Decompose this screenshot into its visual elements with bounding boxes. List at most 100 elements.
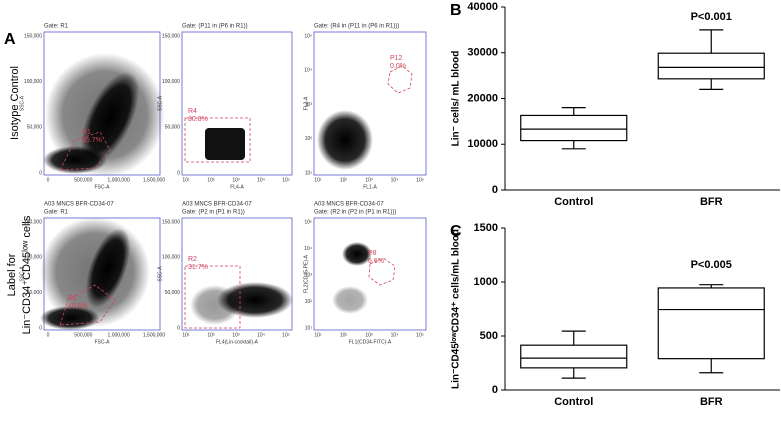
- y-axis-label: Lin⁻ cells/ mL blood: [451, 51, 462, 147]
- y-tick-label: 50,000: [27, 125, 43, 131]
- gate: [387, 65, 413, 94]
- box: [520, 114, 628, 142]
- gate: [184, 117, 251, 163]
- y-tick-label: 100,000: [162, 255, 180, 261]
- x-tick-label: BFR: [700, 396, 723, 408]
- y-axis-label: SSC-A: [157, 266, 163, 282]
- x-tick-label: 10¹: [182, 332, 190, 338]
- x-tick-label: 10⁵: [416, 177, 424, 183]
- event-cloud: [317, 110, 373, 170]
- plot-header: Gate: (R2 in (P2 in (P1 in R1))): [314, 210, 396, 216]
- y-tick-label: 150,000: [24, 33, 42, 39]
- x-tick-label: 1,000,000: [108, 177, 130, 183]
- x-axis-label: FL1(CD34-FITC)-A: [349, 339, 392, 345]
- x-tick-label: 10³: [365, 332, 373, 338]
- y-tick-label: 0: [39, 170, 42, 176]
- gate: [184, 265, 241, 329]
- event-cloud: [332, 286, 368, 314]
- y-axis-label: SSC-A: [157, 95, 163, 111]
- x-tick-label: 10⁴: [391, 177, 399, 183]
- x-tick-label: 10¹: [182, 177, 190, 183]
- x-tick-label: Control: [554, 396, 593, 408]
- x-tick-label: 10³: [232, 177, 240, 183]
- event-cloud: [40, 306, 100, 330]
- x-tick-label: 10⁵: [416, 332, 424, 338]
- box: [520, 344, 628, 369]
- x-tick-label: 10²: [340, 332, 348, 338]
- y-tick-label: 500: [480, 330, 498, 342]
- x-tick-label: 10⁵: [282, 177, 290, 183]
- x-tick-label: 1,000,000: [108, 332, 130, 338]
- y-tick-label: 10¹: [305, 170, 313, 176]
- x-tick-label: 10⁴: [257, 332, 265, 338]
- y-tick-label: 10²: [305, 299, 313, 305]
- y-tick-label: 100,000: [162, 79, 180, 85]
- x-tick-label: 10⁴: [257, 177, 265, 183]
- y-tick-label: 150,000: [24, 219, 42, 225]
- x-tick-label: BFR: [700, 196, 723, 208]
- event-cloud: [190, 285, 240, 325]
- box: [657, 287, 765, 360]
- x-tick-label: 500,000: [74, 177, 92, 183]
- x-tick-label: 1,500,000: [143, 177, 165, 183]
- y-tick-label: 100,000: [24, 79, 42, 85]
- plot-header: A03 MNCS BFR-CD34-07: [182, 202, 252, 208]
- event-cloud: [205, 128, 245, 160]
- plot-header: A03 MNCS BFR-CD34-07: [44, 202, 114, 208]
- gate-label: 40.6%: [68, 303, 88, 310]
- plot-header: Gate: R1: [44, 24, 69, 30]
- gate-label: P12: [390, 55, 403, 62]
- y-tick-label: 0: [177, 170, 180, 176]
- x-axis-label: FL4(Lin-cocktail)-A: [216, 339, 259, 345]
- x-tick-label: 10²: [340, 177, 348, 183]
- plot-frame: [181, 31, 293, 176]
- y-tick-label: 10⁴: [304, 68, 312, 74]
- box: [657, 52, 765, 80]
- y-tick-label: 40000: [467, 1, 498, 13]
- row-label: Lin⁻CD34⁺CD45ˡᵒʷ cells: [21, 215, 33, 334]
- y-tick-label: 0: [492, 184, 498, 196]
- y-tick-label: 10⁵: [304, 219, 312, 225]
- x-tick-label: 10²: [207, 332, 215, 338]
- plot-frame: [181, 217, 293, 331]
- y-axis-label: Lin⁻CD45ˡᵒʷCD34⁺ cells/mL blood: [451, 229, 462, 389]
- y-axis-label: SSC-A: [19, 266, 25, 282]
- plot-frame: [313, 31, 427, 176]
- panel-letter: B: [450, 2, 462, 19]
- panel-letter: A: [4, 31, 16, 48]
- x-tick-label: 500,000: [74, 332, 92, 338]
- y-axis-label: FL2-A: [303, 96, 309, 110]
- event-cloud: [80, 71, 140, 165]
- x-tick-label: 1,500,000: [143, 332, 165, 338]
- row-label: Label for: [6, 253, 18, 296]
- y-tick-label: 30000: [467, 47, 498, 59]
- row-label: Isotype Control: [9, 66, 21, 140]
- y-axis-label: SSC-A: [19, 95, 25, 111]
- panel-a: [40, 31, 427, 331]
- plot-header: Gate: (R4 in (P11 in (P6 in R1))): [314, 24, 399, 30]
- event-cloud: [342, 242, 372, 266]
- x-tick-label: 10¹: [314, 332, 322, 338]
- x-tick-label: 10³: [365, 177, 373, 183]
- gate: [368, 257, 396, 286]
- gate-label: 35.7%: [82, 137, 102, 144]
- y-tick-label: 20000: [467, 92, 498, 104]
- x-axis-label: FL1-A: [363, 184, 377, 190]
- y-tick-label: 10⁵: [304, 33, 312, 39]
- gate-label: R4: [188, 108, 197, 115]
- x-tick-label: 10¹: [314, 177, 322, 183]
- plot-header: Gate: R1: [44, 210, 69, 216]
- x-axis-label: FL4-A: [230, 184, 244, 190]
- y-tick-label: 150,000: [162, 33, 180, 39]
- y-tick-label: 1000: [474, 276, 498, 288]
- event-cloud: [85, 228, 131, 308]
- annotation: P<0.005: [691, 259, 732, 271]
- gate: [59, 284, 116, 326]
- y-axis-label: FL2(CD45-PE)-A: [303, 254, 309, 293]
- y-tick-label: 0: [492, 384, 498, 396]
- x-axis-label: FSC-A: [95, 184, 111, 190]
- x-tick-label: 0: [47, 177, 50, 183]
- y-tick-label: 50,000: [27, 290, 43, 296]
- x-tick-label: 10⁵: [282, 332, 290, 338]
